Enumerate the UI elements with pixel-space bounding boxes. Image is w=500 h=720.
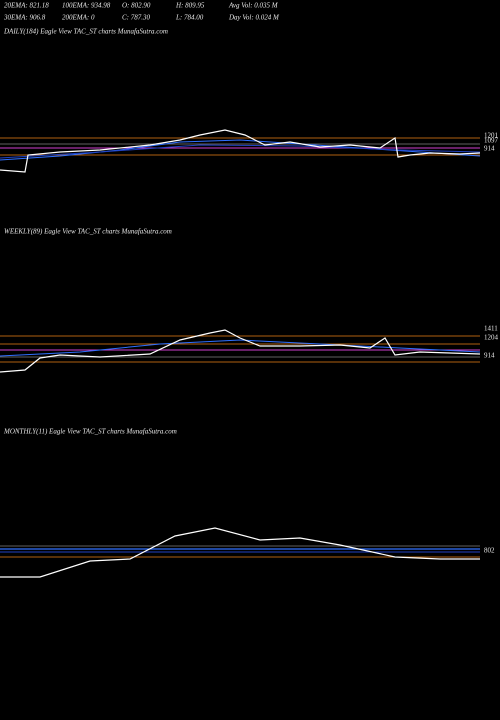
header-stat: 20EMA: 821.18: [4, 2, 49, 10]
price-line: [0, 527, 480, 578]
header: 20EMA: 821.18 100EMA: 934.98 O: 802.90 H…: [3, 2, 280, 22]
panel-label: DAILY(184) Eagle View TAC_ST charts Muna…: [3, 28, 168, 36]
header-stat: 30EMA: 906.8: [3, 14, 46, 22]
header-stat: L: 784.00: [175, 14, 204, 22]
price-label: 1097: [484, 137, 499, 145]
price-line: [0, 129, 481, 173]
header-stat: 100EMA: 934.98: [62, 2, 111, 10]
daily-panel: DAILY(184) Eagle View TAC_ST charts Muna…: [0, 28, 499, 173]
price-label: 1201: [484, 132, 499, 140]
panel-label: WEEKLY(89) Eagle View TAC_ST charts Muna…: [4, 228, 172, 236]
header-stat: O: 802.90: [122, 2, 151, 10]
price-label: 1204: [484, 334, 499, 342]
ema-line: [0, 144, 481, 159]
header-stat: 200EMA: 0: [62, 14, 95, 22]
price-label: 914: [484, 352, 495, 360]
panel-label: MONTHLY(11) Eagle View TAC_ST charts Mun…: [3, 428, 177, 436]
header-stat: Avg Vol: 0.035 M: [228, 2, 279, 10]
ema-line: [0, 339, 481, 357]
header-stat: C: 787.30: [122, 14, 151, 22]
price-label: 1411: [484, 325, 498, 333]
header-stat: H: 809.95: [175, 2, 205, 10]
ema-line: [0, 139, 481, 161]
weekly-panel: WEEKLY(89) Eagle View TAC_ST charts Muna…: [0, 228, 499, 373]
header-stat: Day Vol: 0.024 M: [228, 14, 280, 22]
price-line: [0, 329, 481, 373]
price-label: 802: [484, 547, 495, 555]
price-label: 914: [484, 145, 495, 153]
monthly-panel: MONTHLY(11) Eagle View TAC_ST charts Mun…: [0, 428, 495, 578]
